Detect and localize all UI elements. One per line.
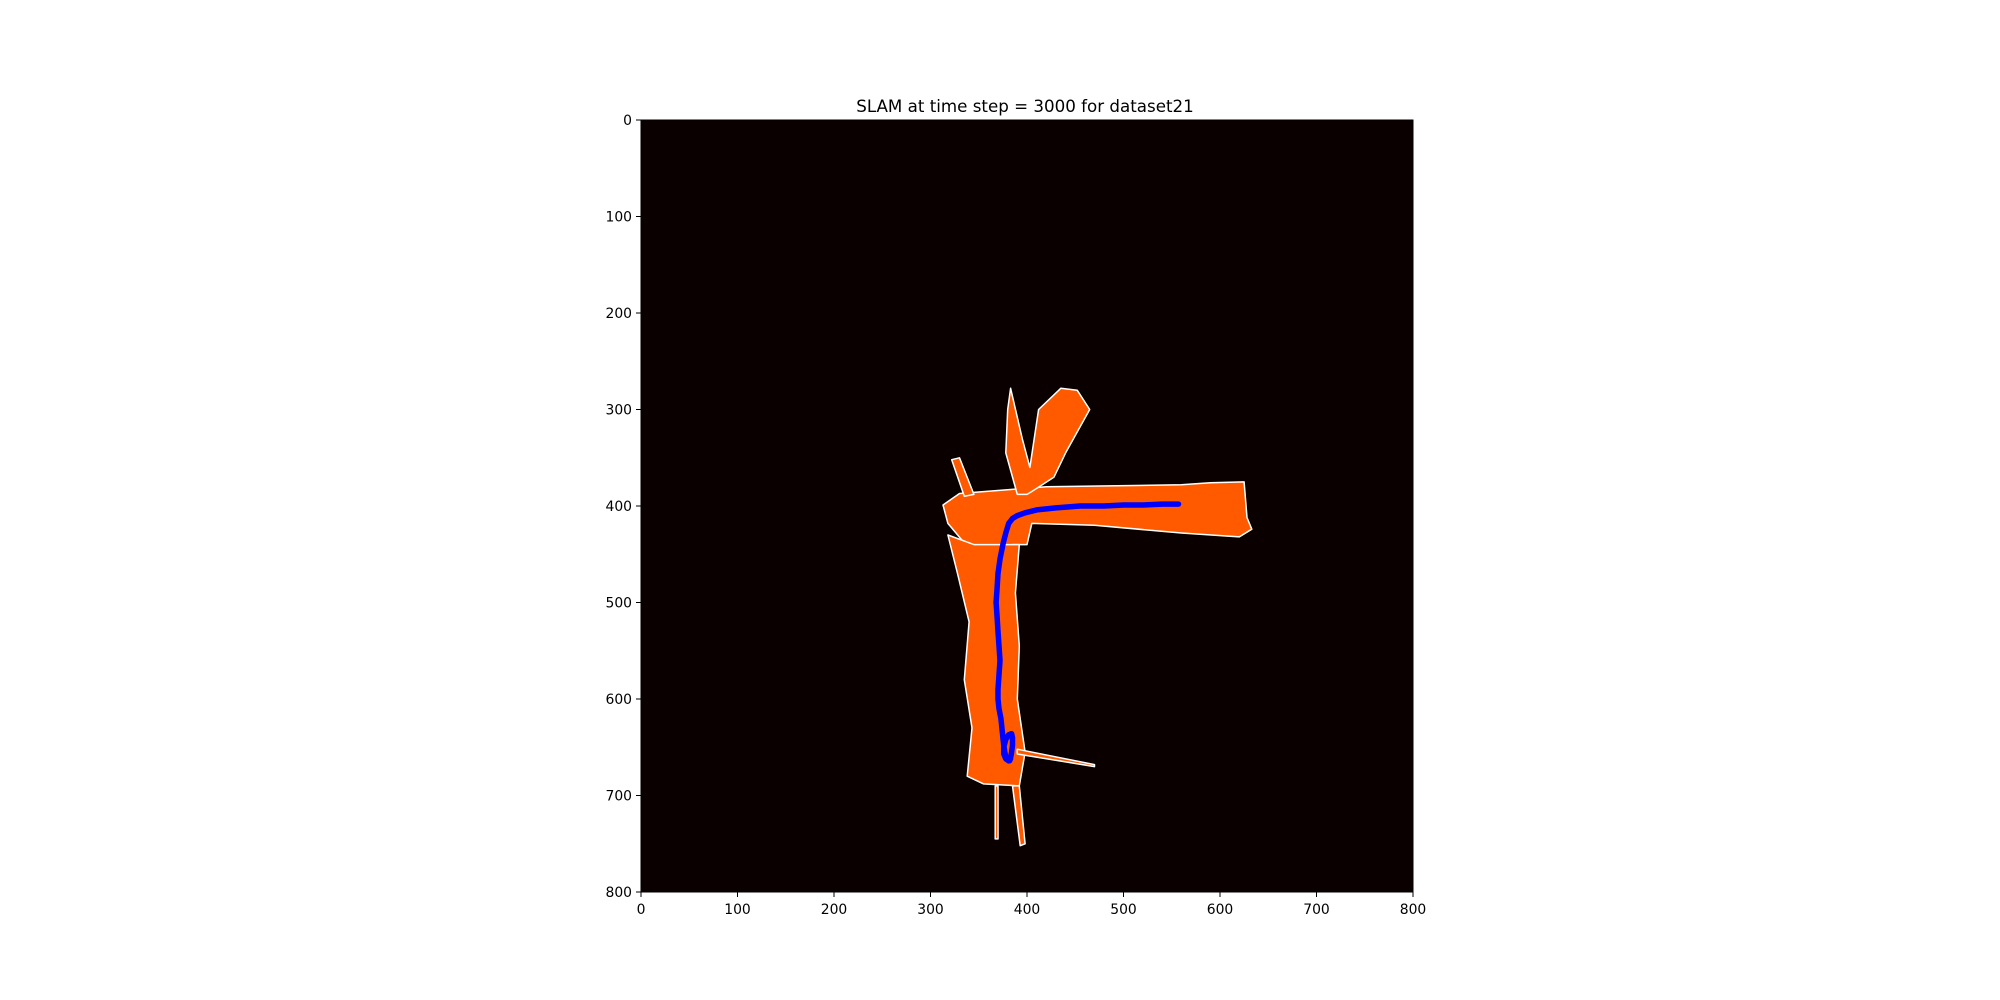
x-tick-label: 800 [1400, 902, 1427, 918]
y-tick-label: 400 [605, 499, 632, 515]
y-tick-label: 500 [605, 596, 632, 612]
map-plot-area [640, 119, 1414, 893]
x-tick-label: 700 [1303, 902, 1330, 918]
x-tick-label: 200 [821, 902, 848, 918]
occupancy-region-4 [1011, 785, 1026, 847]
x-tick-label: 0 [637, 902, 646, 918]
x-tick-label: 400 [1014, 902, 1041, 918]
y-tick-label: 600 [605, 692, 632, 708]
x-tick-label: 300 [917, 902, 944, 918]
y-tick-label: 0 [623, 113, 632, 129]
x-axis: 0 100 200 300 400 500 600 700 800 [637, 892, 1427, 918]
x-tick-label: 100 [724, 902, 751, 918]
y-axis: 0 100 200 300 400 500 600 700 800 [605, 113, 641, 901]
y-tick-label: 800 [605, 885, 632, 901]
chart-title: SLAM at time step = 3000 for dataset21 [856, 96, 1194, 116]
x-tick-label: 500 [1110, 902, 1137, 918]
occupancy-region-6 [1016, 748, 1096, 768]
y-tick-label: 700 [605, 789, 632, 805]
robot-trajectory [993, 501, 1182, 764]
x-tick-label: 600 [1207, 902, 1234, 918]
y-tick-label: 100 [605, 210, 632, 226]
occupancy-map [942, 387, 1253, 847]
occupancy-region-1 [947, 534, 1026, 787]
occupancy-region-5 [994, 785, 999, 840]
occupancy-region-2 [1005, 387, 1091, 496]
occupancy-region-3 [950, 457, 975, 498]
y-tick-label: 300 [605, 403, 632, 419]
y-tick-label: 200 [605, 306, 632, 322]
